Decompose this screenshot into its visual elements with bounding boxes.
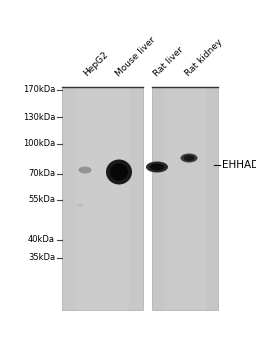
Text: EHHADH: EHHADH <box>222 160 256 170</box>
Ellipse shape <box>106 160 132 184</box>
Text: Rat liver: Rat liver <box>152 45 185 78</box>
Bar <box>152 87 218 310</box>
Text: 100kDa: 100kDa <box>23 140 55 148</box>
Bar <box>76 87 129 310</box>
Text: 55kDa: 55kDa <box>28 196 55 204</box>
Bar <box>164 87 206 310</box>
Ellipse shape <box>150 163 165 170</box>
Text: 170kDa: 170kDa <box>23 85 55 94</box>
Text: 35kDa: 35kDa <box>28 253 55 262</box>
Bar <box>62 87 143 310</box>
Text: Rat kidney: Rat kidney <box>184 37 224 78</box>
Ellipse shape <box>180 154 197 162</box>
Text: HepG2: HepG2 <box>82 50 110 78</box>
Ellipse shape <box>110 163 128 181</box>
Text: 70kDa: 70kDa <box>28 169 55 178</box>
Text: Mouse liver: Mouse liver <box>114 35 157 78</box>
Ellipse shape <box>77 203 83 207</box>
Text: 130kDa: 130kDa <box>23 112 55 121</box>
Text: 40kDa: 40kDa <box>28 236 55 245</box>
Ellipse shape <box>79 167 91 174</box>
Ellipse shape <box>146 161 168 173</box>
Ellipse shape <box>184 155 195 161</box>
